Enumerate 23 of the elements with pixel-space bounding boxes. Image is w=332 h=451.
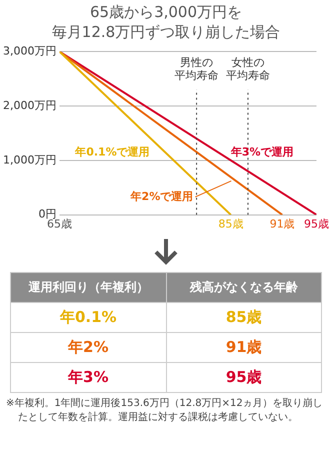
text: 残高がなくなる年齢 — [166, 272, 322, 302]
y-tick-label: 0円 — [38, 208, 56, 221]
text: 年3% — [10, 362, 166, 392]
ref-line-label: 女性の平均寿命 — [226, 56, 270, 82]
text: 91歳 — [166, 332, 322, 362]
x-tick-label: 91歳 — [270, 217, 295, 230]
text: 85歳 — [166, 302, 322, 332]
legend-label: 年2%で運用 — [130, 190, 194, 203]
chart-subtitle: 毎月12.8万円ずつ取り崩した場合 — [50, 22, 282, 42]
y-tick-label: 1,000万円 — [2, 153, 56, 166]
series-label: 年3%で運用 — [230, 146, 294, 159]
text: 年0.1% — [10, 302, 166, 332]
text: ※年複利。1年間に運用後153.6万円（12.8万円×12ヵ月）を取り崩したとして年数を計算。運用益に対する課税は考慮していない。 — [6, 397, 324, 425]
x-tick-label: 95歳 — [304, 217, 329, 230]
ref-line-label: 男性の平均寿命 — [174, 56, 219, 82]
text: 年2% — [10, 332, 166, 362]
y-tick-label: 3,000万円 — [2, 44, 56, 58]
x-tick-label: 85歳 — [218, 217, 244, 230]
chart-title: 65歳から3,000万円を — [88, 2, 244, 22]
text: 運用利回り（年複利） — [10, 272, 166, 302]
text: 95歳 — [166, 362, 322, 392]
series-label: 年0.1%で運用 — [74, 146, 150, 159]
y-tick-label: 2,000万円 — [2, 98, 56, 112]
